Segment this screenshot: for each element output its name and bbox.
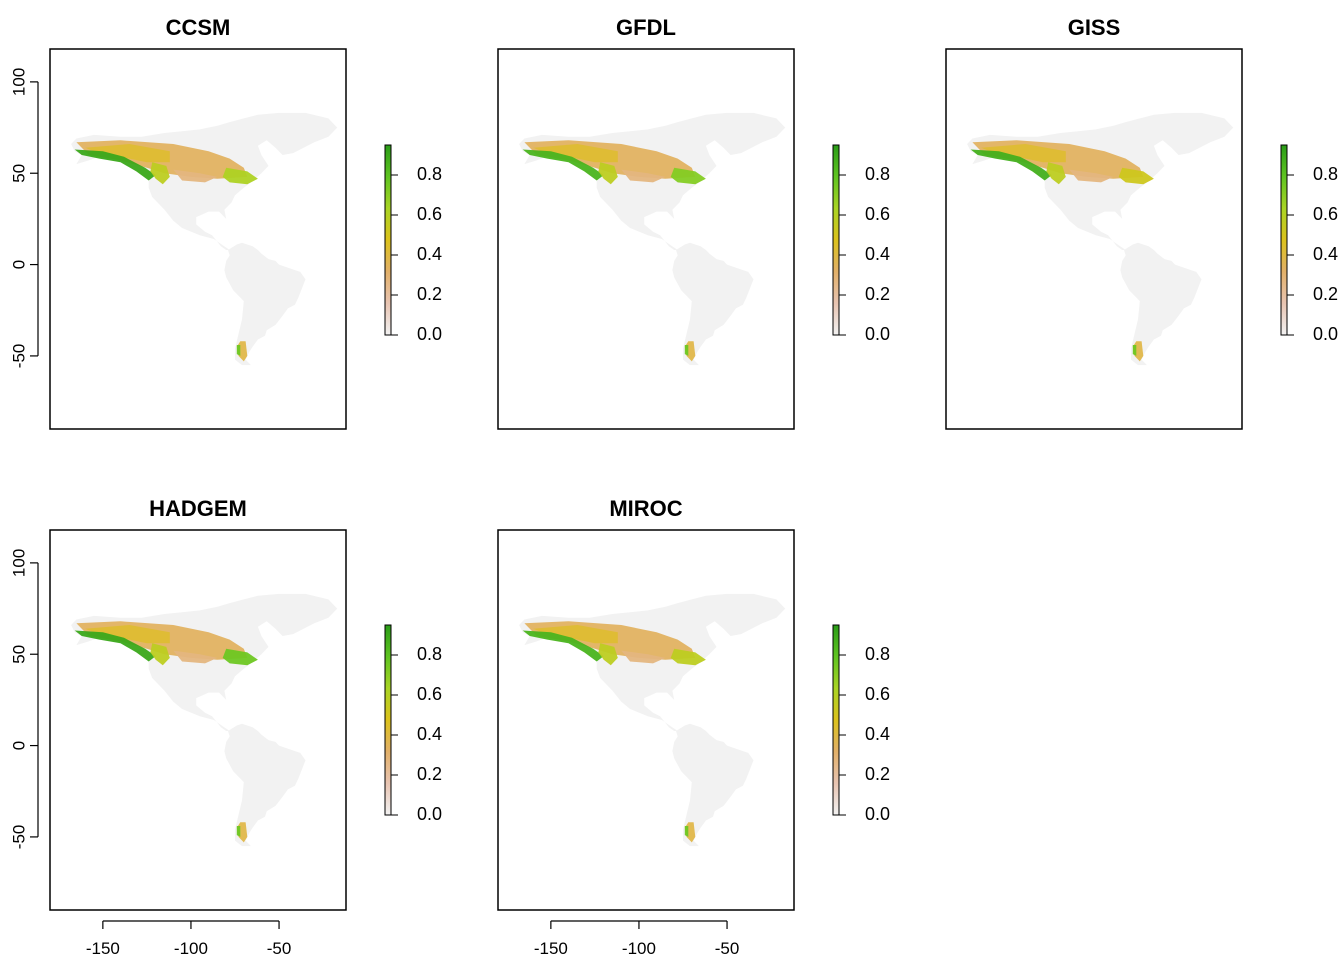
x-tick-label: -100 xyxy=(622,939,656,958)
legend-tick-label: 0.8 xyxy=(417,164,442,184)
suitability-patch xyxy=(85,625,170,644)
panel-title: MIROC xyxy=(609,496,682,521)
suitability-patch xyxy=(1069,169,1114,183)
legend-tick-label: 0.4 xyxy=(417,724,442,744)
legend-tick-label: 0.6 xyxy=(865,684,890,704)
suitability-patch xyxy=(522,149,604,181)
suitability-patch xyxy=(1118,167,1154,185)
suitability-patch xyxy=(533,625,618,644)
y-tick-label: 50 xyxy=(9,164,28,183)
legend-tick-label: 0.2 xyxy=(417,284,442,304)
suitability-patch xyxy=(670,167,706,185)
legend-tick-label: 0.0 xyxy=(865,324,890,344)
legend-tick-label: 0.8 xyxy=(865,164,890,184)
legend-tick-label: 0.6 xyxy=(417,684,442,704)
legend-tick-label: 0.2 xyxy=(417,764,442,784)
suitability-patch xyxy=(670,648,706,666)
legend-color-bar xyxy=(384,624,392,816)
legend-color-bar xyxy=(1280,144,1288,336)
suitability-patch xyxy=(533,144,618,163)
legend-tick-label: 0.6 xyxy=(865,204,890,224)
panel-title: GFDL xyxy=(616,15,676,40)
x-tick-label: -50 xyxy=(267,939,292,958)
suitability-patch xyxy=(598,643,618,666)
legend-tick-label: 0.2 xyxy=(1313,284,1338,304)
map-panel: HADGEM 100 50 0 -50 -150 -100 -50 0.0 0.2 0.4 0.6 0.… xyxy=(9,496,442,958)
y-tick-label: 100 xyxy=(9,68,28,96)
legend-tick-label: 0.6 xyxy=(417,204,442,224)
panel-frame xyxy=(49,48,347,430)
legend-tick-label: 0.0 xyxy=(1313,324,1338,344)
suitability-patch xyxy=(970,149,1052,181)
suitability-patch xyxy=(173,169,218,183)
suitability-patch xyxy=(684,826,689,837)
panel-frame xyxy=(497,48,795,430)
legend-tick-label: 0.0 xyxy=(417,804,442,824)
legend-color-bar xyxy=(384,144,392,336)
suitability-patch xyxy=(598,162,618,185)
suitability-patch xyxy=(85,144,170,163)
suitability-patch xyxy=(1046,162,1066,185)
south-america-land xyxy=(672,723,754,847)
y-tick-label: -50 xyxy=(9,344,28,369)
map-panel: MIROC -150 -100 -50 0.0 0.2 0.4 0.6 0.8 xyxy=(497,496,890,958)
legend-tick-label: 0.0 xyxy=(865,804,890,824)
panel-title: HADGEM xyxy=(149,496,247,521)
panel-title: GISS xyxy=(1068,15,1121,40)
suitability-patch xyxy=(621,650,666,664)
suitability-patch xyxy=(1132,345,1137,356)
map-panel: GISS 0.0 0.2 0.4 0.6 0.8 xyxy=(945,15,1338,430)
y-tick-label: 100 xyxy=(9,549,28,577)
suitability-patch xyxy=(222,167,258,185)
legend-tick-label: 0.2 xyxy=(865,764,890,784)
suitability-patch xyxy=(236,345,241,356)
map-panel: CCSM 100 50 0 -50 0.0 0.2 0.4 0.6 0.8 xyxy=(9,15,442,430)
legend-tick-label: 0.4 xyxy=(865,244,890,264)
y-tick-label: -50 xyxy=(9,825,28,850)
panel-title: CCSM xyxy=(166,15,231,40)
map-panel: GFDL 0.0 0.2 0.4 0.6 0.8 xyxy=(497,15,890,430)
suitability-patch xyxy=(981,144,1066,163)
legend-color-bar xyxy=(832,624,840,816)
y-tick-label: 50 xyxy=(9,645,28,664)
x-tick-label: -150 xyxy=(534,939,568,958)
x-tick-label: -150 xyxy=(86,939,120,958)
suitability-patch xyxy=(173,650,218,664)
panel-frame xyxy=(49,529,347,911)
x-tick-label: -50 xyxy=(715,939,740,958)
x-tick-label: -100 xyxy=(174,939,208,958)
legend-tick-label: 0.8 xyxy=(1313,164,1338,184)
suitability-patch xyxy=(621,169,666,183)
y-tick-label: 0 xyxy=(9,741,28,750)
legend-color-bar xyxy=(832,144,840,336)
south-america-land xyxy=(224,723,306,847)
legend-tick-label: 0.2 xyxy=(865,284,890,304)
south-america-land xyxy=(672,242,754,366)
suitability-patch xyxy=(684,345,689,356)
panel-frame xyxy=(497,529,795,911)
panel-frame xyxy=(945,48,1243,430)
south-america-land xyxy=(224,242,306,366)
suitability-patch xyxy=(222,648,258,666)
legend-tick-label: 0.4 xyxy=(865,724,890,744)
suitability-patch xyxy=(150,643,170,666)
y-tick-label: 0 xyxy=(9,260,28,269)
suitability-patch xyxy=(522,630,604,662)
suitability-patch xyxy=(150,162,170,185)
suitability-patch xyxy=(236,826,241,837)
legend-tick-label: 0.4 xyxy=(1313,244,1338,264)
legend-tick-label: 0.4 xyxy=(417,244,442,264)
legend-tick-label: 0.8 xyxy=(417,644,442,664)
suitability-patch xyxy=(74,149,156,181)
legend-tick-label: 0.6 xyxy=(1313,204,1338,224)
south-america-land xyxy=(1120,242,1202,366)
suitability-patch xyxy=(74,630,156,662)
legend-tick-label: 0.8 xyxy=(865,644,890,664)
legend-tick-label: 0.0 xyxy=(417,324,442,344)
